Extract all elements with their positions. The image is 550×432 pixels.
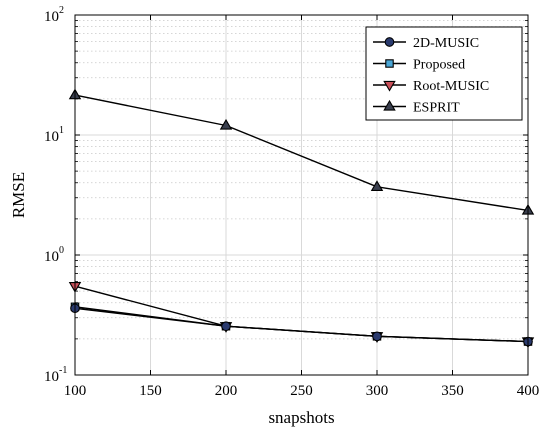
x-axis-label: snapshots [268, 408, 334, 427]
x-tick-label: 200 [215, 383, 238, 399]
y-tick-label: 102 [44, 5, 64, 25]
legend-marker-esprit [383, 99, 396, 111]
legend-entry-root-music: Root-MUSIC [373, 79, 489, 94]
legend-label: Proposed [413, 58, 465, 73]
legend: 2D-MUSIC Proposed Root-MUSIC ESPRIT [365, 26, 523, 121]
legend-label: 2D-MUSIC [413, 36, 479, 51]
data-point-esprit [219, 118, 233, 130]
legend-marker-proposed [385, 59, 394, 68]
y-tick-label: 100 [44, 245, 64, 265]
data-point-esprit [370, 180, 384, 191]
legend-label: ESPRIT [413, 101, 460, 116]
x-tick-label: 250 [290, 383, 313, 399]
x-tick-label: 400 [517, 383, 540, 399]
y-tick-labels: 10-1 100 101 102 [44, 5, 528, 385]
data-point-2d-music [221, 321, 231, 332]
y-tick-label: 10-1 [44, 365, 67, 385]
y-tick-label: 101 [44, 125, 64, 145]
legend-entry-2d-music: 2D-MUSIC [373, 36, 479, 51]
legend-label: Root-MUSIC [413, 79, 489, 94]
data-point-2d-music [372, 331, 382, 342]
legend-entry-esprit: ESPRIT [373, 99, 460, 116]
x-tick-label: 300 [366, 383, 389, 399]
legend-marker-2d-music [384, 37, 395, 47]
series-line-esprit [74, 94, 529, 212]
x-tick-label: 150 [139, 383, 162, 399]
legend-entry-proposed: Proposed [373, 58, 465, 73]
x-tick-labels: 100 150 200 250 300 350 400 [64, 15, 540, 399]
x-tick-label: 100 [64, 383, 87, 399]
legend-marker-root-music [383, 80, 396, 92]
x-tick-label: 350 [441, 383, 464, 399]
y-axis-label: RMSE [9, 172, 28, 218]
series-line-2d-music [74, 307, 529, 343]
